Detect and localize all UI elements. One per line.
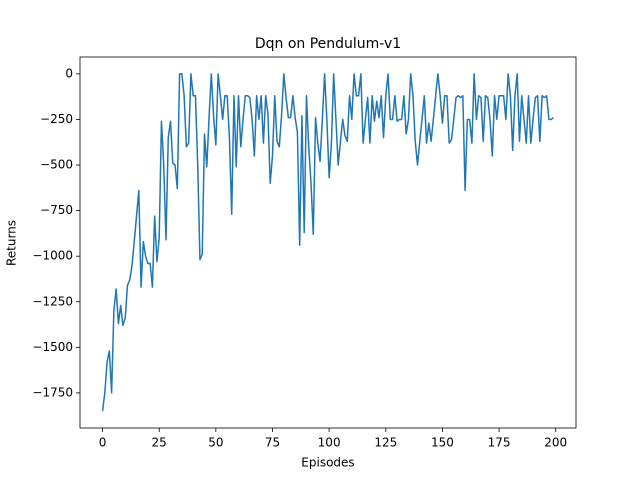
x-tick-label: 125 [374, 436, 397, 450]
x-axis-label: Episodes [301, 456, 354, 470]
y-axis-label: Returns [5, 220, 19, 266]
x-tick-label: 0 [99, 436, 107, 450]
x-tick-label: 50 [208, 436, 223, 450]
y-tick-label: −1000 [32, 249, 73, 263]
y-tick-label: 0 [65, 66, 73, 80]
y-tick-label: −750 [40, 203, 73, 217]
chart-title: Dqn on Pendulum-v1 [255, 36, 401, 52]
x-tick-label: 100 [318, 436, 341, 450]
x-tick-label: 150 [431, 436, 454, 450]
x-tick-label: 25 [152, 436, 167, 450]
x-tick-label: 75 [265, 436, 280, 450]
x-tick-label: 200 [544, 436, 567, 450]
y-tick-label: −500 [40, 158, 73, 172]
y-tick-label: −1500 [32, 340, 73, 354]
y-tick-label: −1250 [32, 294, 73, 308]
data-line [101, 73, 554, 412]
x-tick-label: 175 [488, 436, 511, 450]
y-tick-label: −250 [40, 112, 73, 126]
axes-frame [79, 56, 577, 429]
y-tick-label: −1750 [32, 385, 73, 399]
